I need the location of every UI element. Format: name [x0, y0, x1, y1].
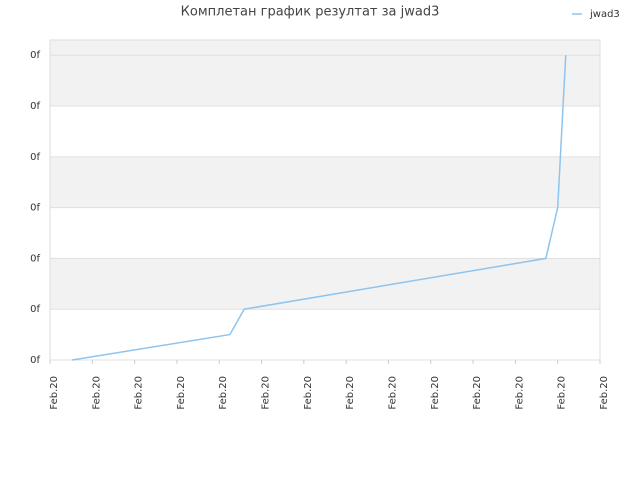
x-tick-label: Feb.20	[261, 376, 272, 410]
grid-band	[50, 55, 600, 107]
grid-band	[50, 40, 600, 56]
chart-title: Комплетан график резултат за jwad3	[181, 5, 440, 20]
x-tick-label: Feb.20	[91, 376, 102, 410]
x-tick-label: Feb.20	[514, 376, 525, 410]
grid-band	[50, 258, 600, 310]
x-tick-label: Feb.20	[134, 376, 145, 410]
x-tick-label: Feb.20	[599, 376, 610, 410]
grid-band	[50, 156, 600, 208]
x-tick-label: Feb.20	[387, 376, 398, 410]
x-tick-label: Feb.20	[430, 376, 441, 410]
y-tick-label: 0f	[30, 253, 40, 264]
x-tick-label: Feb.20	[176, 376, 187, 410]
y-tick-label: 0f	[30, 203, 40, 214]
x-tick-label: Feb.20	[345, 376, 356, 410]
y-tick-label: 0f	[30, 152, 40, 163]
y-tick-label: 0f	[30, 355, 40, 366]
y-tick-label: 0f	[30, 50, 40, 61]
y-tick-label: 0f	[30, 304, 40, 315]
series-line	[71, 55, 567, 361]
x-tick-label: Feb.20	[472, 376, 483, 410]
y-tick-label: 0f	[30, 101, 40, 112]
x-tick-label: Feb.20	[557, 376, 568, 410]
x-tick-label: Feb.20	[49, 376, 60, 410]
legend-label: jwad3	[589, 9, 620, 20]
x-tick-label: Feb.20	[218, 376, 229, 410]
x-tick-label: Feb.20	[303, 376, 314, 410]
